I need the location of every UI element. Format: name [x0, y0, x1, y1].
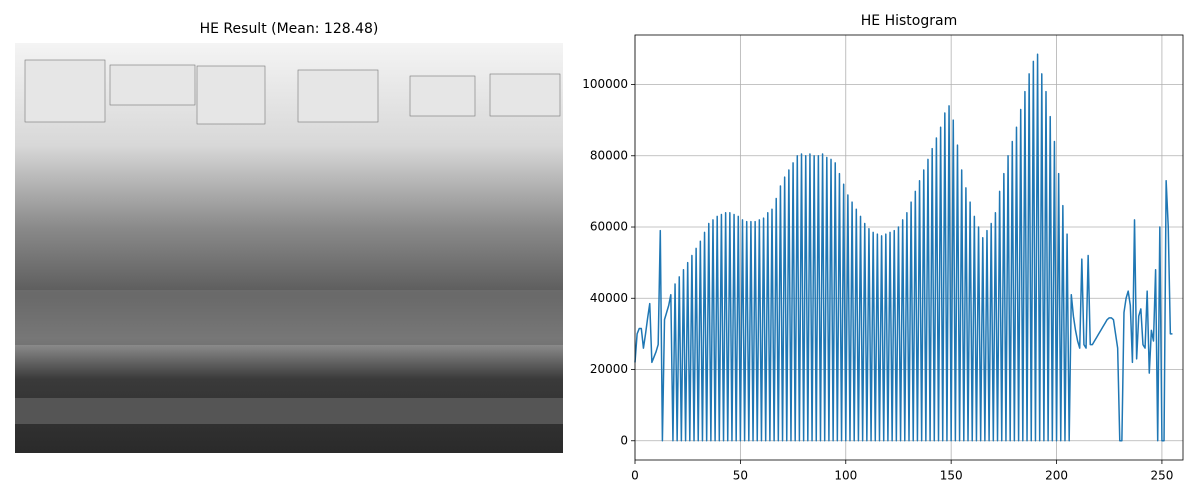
y-tick-label: 0 [620, 433, 628, 447]
x-tick-label: 200 [1045, 469, 1068, 483]
y-tick-label: 100000 [582, 77, 628, 91]
chart-title: HE Histogram [861, 13, 957, 29]
y-tick-label: 80000 [590, 148, 628, 162]
y-tick-label: 60000 [590, 220, 628, 234]
walkway [15, 398, 563, 424]
buildings [24, 59, 561, 125]
x-tick-label: 50 [733, 469, 748, 483]
y-tick-label: 20000 [590, 362, 628, 376]
x-tick-label: 100 [834, 469, 857, 483]
histogram-plot: HE Histogram 0 50 100 150 200 250 0 20000 40000 60… [582, 13, 1184, 483]
x-tick-label: 0 [631, 469, 639, 483]
histogram-line [634, 53, 1173, 442]
y-tick-label: 40000 [590, 291, 628, 305]
x-tick-label: 250 [1150, 469, 1173, 483]
image-title: HE Result (Mean: 128.48) [200, 21, 379, 37]
plot-frame [634, 34, 1184, 461]
x-tick-label: 150 [940, 469, 963, 483]
river [15, 290, 563, 345]
image-panel [15, 43, 563, 453]
